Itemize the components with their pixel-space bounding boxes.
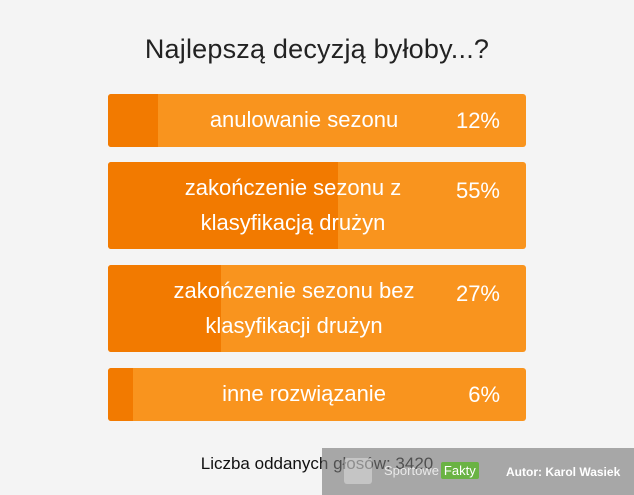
poll-title: Najlepszą decyzją byłoby...? [144,34,490,64]
watermark-overlay: Sportowe Fakty Autor: Karol Wasiek [322,448,634,495]
watermark-brand: Sportowe Fakty [384,462,479,479]
poll-option-percent: 12% [455,108,500,133]
poll-option-fill [108,265,221,352]
poll-option-2[interactable]: zakończenie sezonu z klasyfikacją drużyn… [108,162,526,249]
wp-logo-icon [344,458,372,484]
watermark-brand-highlight: Fakty [440,462,479,479]
poll-option-percent: 55% [455,178,500,203]
watermark-author: Autor: Karol Wasiek [506,465,621,479]
poll-option-fill [108,368,134,421]
poll-option-label: anulowanie sezonu [209,107,399,133]
poll-option-1[interactable]: anulowanie sezonu 12% [108,94,526,147]
poll-option-label: zakończenie sezonu z klasyfikacją drużyn [184,175,402,235]
poll-option-label: inne rozwiązanie [222,381,386,407]
poll-option-fill [108,162,338,249]
poll-option-percent: 6% [468,382,500,407]
poll-option-3[interactable]: zakończenie sezonu bez klasyfikacji druż… [108,265,526,352]
poll-option-percent: 27% [455,281,500,306]
watermark-brand-text: Sportowe [384,463,439,478]
poll-option-label: zakończenie sezonu bez klasyfikacji druż… [173,278,415,338]
poll-option-4[interactable]: inne rozwiązanie 6% [108,368,526,421]
poll-option-fill [108,94,159,147]
